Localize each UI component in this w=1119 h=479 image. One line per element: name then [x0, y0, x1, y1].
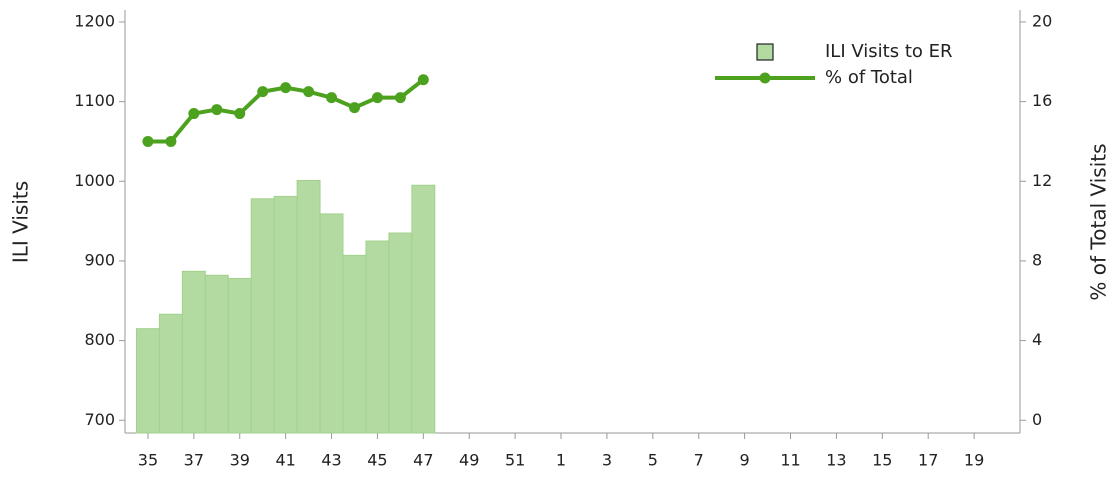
- bar: [319, 213, 344, 434]
- x-tick-label: 7: [694, 451, 704, 470]
- point: [257, 86, 269, 98]
- x-tick-label: 39: [230, 451, 250, 470]
- bar: [158, 313, 183, 434]
- bar: [227, 277, 252, 434]
- point: [211, 104, 223, 116]
- y-tick-label: 700: [84, 410, 115, 429]
- legend-swatch: [756, 43, 774, 61]
- point: [234, 108, 246, 120]
- x-tick-label: 35: [138, 451, 158, 470]
- legend-swatch: [759, 72, 771, 84]
- y2-axis-title: % of Total Visits: [1087, 143, 1111, 300]
- y2-tick-label: 20: [1032, 11, 1052, 30]
- y-tick-label: 800: [84, 330, 115, 349]
- point: [188, 108, 200, 120]
- y2-tick-label: 0: [1032, 410, 1042, 429]
- point: [394, 92, 406, 104]
- x-tick-label: 15: [872, 451, 892, 470]
- point: [303, 86, 315, 98]
- y2-tick-label: 8: [1032, 250, 1042, 269]
- x-tick-label: 3: [602, 451, 612, 470]
- bar: [273, 195, 298, 434]
- x-tick-label: 49: [459, 451, 479, 470]
- bar: [388, 232, 413, 434]
- x-tick-label: 17: [918, 451, 938, 470]
- bar: [135, 328, 160, 434]
- y-axis-title: ILI Visits: [9, 181, 33, 263]
- x-tick-label: 11: [780, 451, 800, 470]
- x-tick-label: 43: [321, 451, 341, 470]
- point: [348, 102, 360, 114]
- x-tick-label: 9: [740, 451, 750, 470]
- bar: [250, 198, 275, 434]
- x-tick-label: 13: [826, 451, 846, 470]
- point: [326, 92, 338, 104]
- bar: [365, 240, 390, 434]
- point: [371, 92, 383, 104]
- y-tick-label: 1100: [74, 91, 115, 110]
- y-tick-label: 1200: [74, 11, 115, 30]
- bar: [411, 184, 436, 434]
- legend-label: % of Total: [825, 67, 913, 88]
- x-tick-label: 19: [964, 451, 984, 470]
- x-tick-label: 1: [556, 451, 566, 470]
- point: [142, 135, 154, 147]
- x-tick-label: 5: [648, 451, 658, 470]
- bar: [181, 270, 206, 434]
- y2-tick-label: 16: [1032, 91, 1052, 110]
- y2-tick-label: 12: [1032, 171, 1052, 190]
- y-tick-label: 900: [84, 250, 115, 269]
- point: [280, 82, 292, 94]
- x-tick-label: 37: [184, 451, 204, 470]
- y2-tick-label: 4: [1032, 330, 1042, 349]
- legend-label: ILI Visits to ER: [825, 41, 953, 62]
- x-tick-label: 45: [367, 451, 387, 470]
- y-tick-label: 1000: [74, 171, 115, 190]
- bar: [296, 179, 321, 434]
- point: [165, 135, 177, 147]
- x-tick-label: 41: [275, 451, 295, 470]
- bar: [342, 254, 367, 434]
- bar: [204, 274, 229, 434]
- x-tick-label: 47: [413, 451, 433, 470]
- x-tick-label: 51: [505, 451, 525, 470]
- point: [417, 74, 429, 86]
